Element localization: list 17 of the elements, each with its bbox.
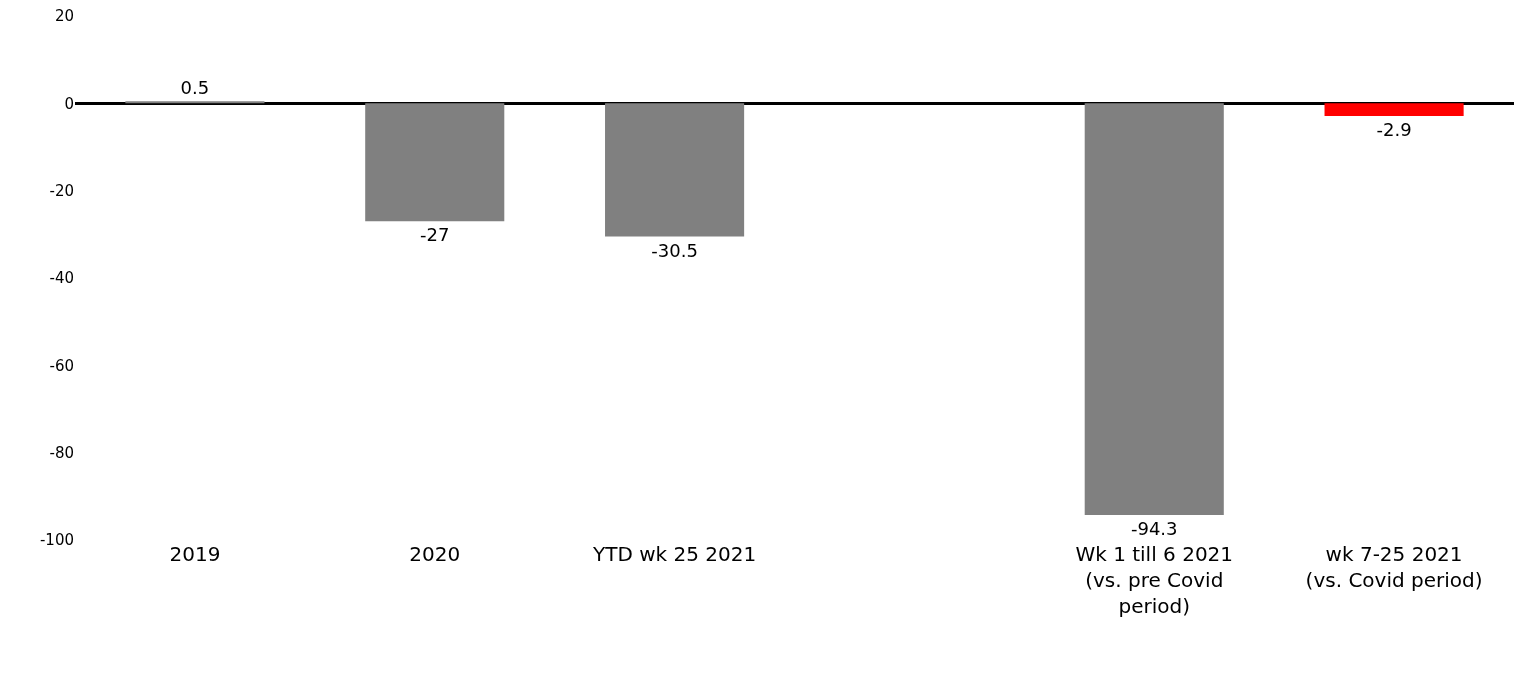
data-label: -30.5 bbox=[651, 239, 698, 261]
data-label: 0.5 bbox=[180, 77, 210, 99]
data-label: -94.3 bbox=[1130, 518, 1178, 540]
x-tick-label: Wk 1 till 6 2021 (vs. pre Covid period) bbox=[1075, 542, 1234, 618]
y-tick-label: -80 bbox=[49, 443, 74, 462]
x-tick-label: 2019 bbox=[169, 542, 221, 566]
y-tick-label: 0 bbox=[64, 94, 74, 113]
data-label: -2.9 bbox=[1376, 119, 1412, 140]
y-tick-label: -20 bbox=[49, 181, 74, 200]
y-tick-label: 20 bbox=[54, 7, 74, 26]
data-label: -27 bbox=[420, 224, 450, 246]
y-tick-label: -60 bbox=[49, 356, 74, 375]
y-tick-label: -100 bbox=[39, 531, 74, 550]
x-tick-label: YTD wk 25 2021 bbox=[591, 542, 757, 566]
x-tick-label: 2020 bbox=[409, 542, 461, 566]
x-tick-label: wk 7-25 2021 (vs. Covid period) bbox=[1305, 542, 1483, 592]
y-tick-label: -40 bbox=[49, 269, 74, 288]
